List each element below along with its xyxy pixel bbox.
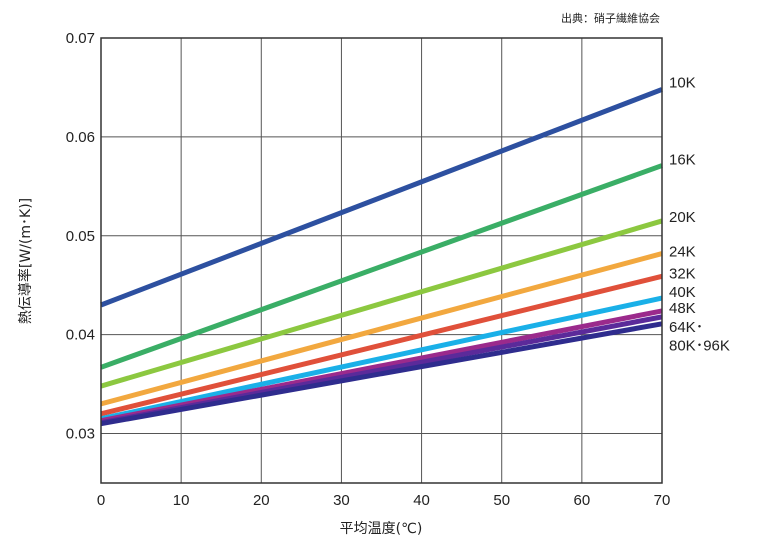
y-tick-label: 0.06 [66, 129, 95, 146]
series-label: 24K [669, 244, 696, 261]
x-tick-label: 60 [574, 492, 591, 509]
series-label: 80K･96K [669, 338, 730, 355]
x-tick-label: 20 [253, 492, 270, 509]
y-axis-title: 熱伝導率[W/(m･K)] [17, 198, 34, 324]
series-label: 40K [669, 284, 696, 301]
y-tick-label: 0.05 [66, 228, 95, 245]
x-tick-label: 70 [654, 492, 671, 509]
series-line-10k [100, 87, 663, 308]
series-label: 64K･ [669, 319, 703, 336]
x-tick-label: 40 [413, 492, 430, 509]
series-line-16k [100, 163, 663, 370]
x-tick-label: 30 [333, 492, 350, 509]
plot-frame [100, 37, 663, 484]
series-line-32k [100, 273, 663, 417]
series-line-48k [100, 308, 663, 424]
source-caption: 出典：硝子繊維協会 [561, 11, 660, 25]
series-line-80k-96k [100, 321, 663, 427]
y-tick-labels: 0.03 0.04 0.05 0.06 0.07 [66, 30, 95, 443]
x-axis-title: 平均温度(℃) [340, 521, 423, 537]
series-lines [100, 87, 663, 427]
series-line-40k [100, 295, 663, 422]
x-tick-labels: 0 10 20 30 40 50 60 70 [97, 492, 671, 509]
grid [100, 37, 663, 483]
y-tick-label: 0.04 [66, 327, 95, 344]
x-tick-label: 0 [97, 492, 105, 509]
y-tick-label: 0.07 [66, 30, 95, 47]
x-tick-label: 50 [493, 492, 510, 509]
y-tick-label: 0.03 [66, 426, 95, 443]
series-line-20k [100, 218, 663, 389]
series-label: 16K [669, 152, 696, 169]
series-label: 10K [669, 75, 696, 92]
series-line-24k [100, 251, 663, 407]
x-tick-label: 10 [173, 492, 190, 509]
series-label: 48K [669, 300, 696, 317]
series-label: 32K [669, 265, 696, 282]
series-label: 20K [669, 209, 696, 226]
